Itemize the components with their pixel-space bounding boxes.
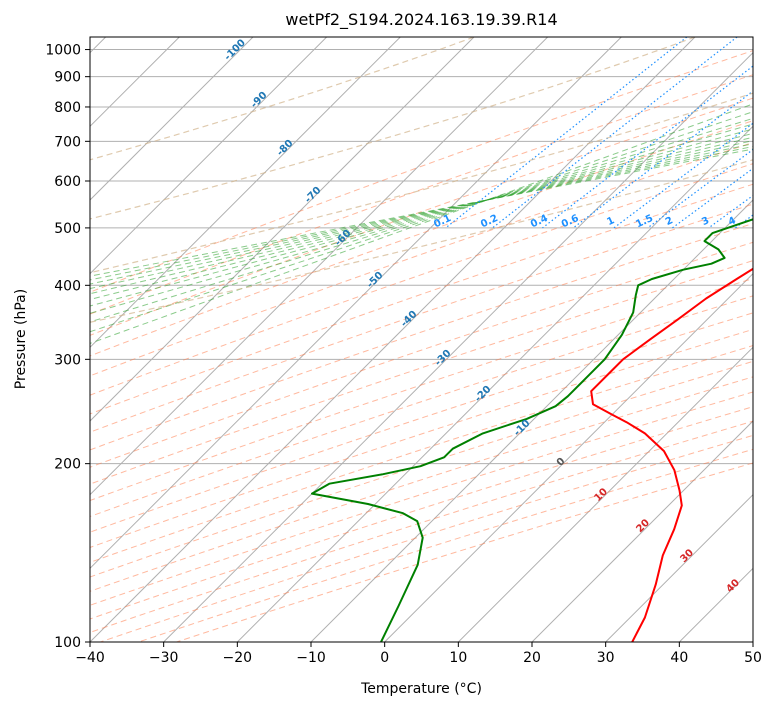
isotherm-line xyxy=(310,199,753,642)
x-tick-label: 40 xyxy=(670,650,688,666)
y-axis-label: Pressure (hPa) xyxy=(13,289,29,389)
y-tick-label: 700 xyxy=(54,134,81,150)
isotherm-line xyxy=(605,493,753,642)
dry-adiabat xyxy=(90,120,753,357)
dry-adiabat xyxy=(90,97,753,336)
moist-adiabat xyxy=(90,148,753,277)
sounding-profiles xyxy=(311,218,753,642)
dry-adiabat xyxy=(90,360,753,578)
x-tick-label: 30 xyxy=(597,650,615,666)
mixing-ratio-label: 2 xyxy=(664,215,675,228)
dewpoint-line xyxy=(311,218,753,642)
dry-adiabat xyxy=(90,50,753,293)
x-tick-label: 10 xyxy=(449,650,467,666)
y-tick-label: 500 xyxy=(54,221,81,237)
isotherm-line xyxy=(90,37,622,570)
chart-title: wetPf2_S194.2024.163.19.39.R14 xyxy=(285,10,557,30)
dry-adiabat xyxy=(90,141,753,377)
temperature-line xyxy=(590,267,753,642)
y-tick-label: 300 xyxy=(54,352,81,368)
isotherm-line xyxy=(457,346,753,642)
theta-e-curve xyxy=(90,92,753,274)
isotherm-line xyxy=(90,37,475,422)
y-tick-label: 400 xyxy=(54,278,81,294)
dry-adiabat xyxy=(90,260,753,485)
x-tick-label: 20 xyxy=(523,650,541,666)
mixing-ratio-line xyxy=(445,37,688,229)
isotherm-line xyxy=(90,37,549,496)
y-tick-label: 100 xyxy=(54,635,81,651)
y-tick-label: 1000 xyxy=(45,43,81,59)
x-tick-label: −20 xyxy=(223,650,253,666)
x-tick-label: −30 xyxy=(149,650,179,666)
y-tick-label: 200 xyxy=(54,457,81,473)
dry-adiabat xyxy=(90,312,753,533)
dry-adiabat xyxy=(90,74,753,315)
dry-adiabat xyxy=(90,391,753,606)
dry-adiabat xyxy=(90,328,753,548)
mixing-ratio-label: 3 xyxy=(700,215,711,228)
mixing-ratio-label: 4 xyxy=(727,215,738,228)
dry-adiabat xyxy=(90,163,753,396)
dry-adiabat xyxy=(90,278,753,502)
isotherm-line xyxy=(90,37,696,642)
plot-frame xyxy=(89,36,754,643)
x-tick-label: −40 xyxy=(75,650,105,666)
isotherm-line xyxy=(531,420,753,642)
isotherm-line xyxy=(90,37,401,349)
x-tick-label: 0 xyxy=(380,650,389,666)
isotherm-line xyxy=(384,272,753,642)
dry-adiabat xyxy=(90,203,753,433)
y-tick-label: 800 xyxy=(54,100,81,116)
mixing-ratio-line xyxy=(542,65,753,229)
x-axis-label: Temperature (°C) xyxy=(360,681,482,697)
y-tick-label: 600 xyxy=(54,174,81,190)
background-lines xyxy=(90,37,753,642)
x-tick-label: 50 xyxy=(744,650,762,666)
y-tick-label: 900 xyxy=(54,70,81,86)
isotherm-line xyxy=(163,51,753,642)
x-tick-label: −10 xyxy=(296,650,326,666)
isotherm-line xyxy=(90,37,254,201)
mixing-ratio-label: 1 xyxy=(605,215,616,228)
moist-adiabat xyxy=(90,123,753,314)
moist-adiabat xyxy=(90,128,753,307)
dry-adiabat xyxy=(90,222,753,451)
isotherm-line xyxy=(236,125,753,642)
theta-e-curve xyxy=(90,159,753,323)
mixing-ratio-line xyxy=(613,122,753,229)
axes: −40 −30 −20 −10 0 10 20 30 40 50 100 200 300 400 500 60… xyxy=(45,43,762,666)
theta-e-curve xyxy=(90,37,696,220)
moist-adiabat xyxy=(90,111,753,333)
isotherm-line xyxy=(90,37,328,275)
